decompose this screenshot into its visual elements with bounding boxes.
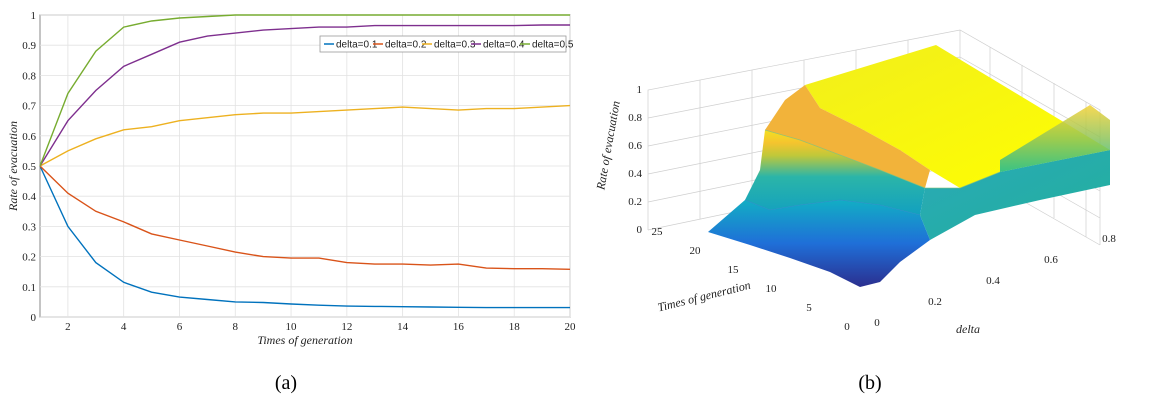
surface-valley bbox=[920, 150, 1110, 240]
surface-right-edge bbox=[1000, 105, 1110, 172]
z-tick-label: 0 bbox=[637, 224, 643, 236]
y-tick-label: 0.5 bbox=[22, 161, 36, 173]
surface-low-line bbox=[744, 199, 921, 216]
surface-front-low bbox=[708, 200, 930, 287]
x-tick-label: 16 bbox=[453, 321, 465, 333]
y-tick-label: 1 bbox=[31, 10, 37, 22]
series-line-1 bbox=[39, 165, 570, 309]
y-tick-label: 0.8 bbox=[22, 70, 36, 82]
y-axis-label-b: Times of generation bbox=[656, 278, 752, 315]
surface-back-slope bbox=[765, 85, 930, 188]
y-tick-label: 0.1 bbox=[22, 282, 36, 294]
x-tick-label: 10 bbox=[286, 321, 298, 333]
grid-a bbox=[40, 14, 571, 318]
surface-ridge-line bbox=[764, 129, 1001, 189]
legend: delta=0.1 delta=0.2 delta=0.3 delta=0.4 delt… bbox=[319, 35, 574, 53]
y-tick-label-b: 25 bbox=[652, 226, 664, 238]
series-line-3 bbox=[39, 104, 571, 167]
series-line-4 bbox=[39, 24, 570, 167]
legend-entry: delta=0.2 bbox=[385, 40, 427, 51]
x-axis-label-b: delta bbox=[956, 322, 980, 336]
legend-entry: delta=0.5 bbox=[532, 40, 574, 51]
x-tick-label: 14 bbox=[397, 321, 409, 333]
z-tick-label: 0.6 bbox=[628, 140, 642, 152]
x-tick-label-b: 0.8 bbox=[1102, 233, 1116, 245]
z-ticks-b: 0 0.2 0.4 0.6 0.8 1 bbox=[628, 84, 642, 236]
y-tick-label: 0 bbox=[31, 312, 37, 324]
y-tick-label-b: 20 bbox=[690, 245, 702, 257]
x-tick-label: 18 bbox=[509, 321, 521, 333]
series-lines-a bbox=[39, 14, 571, 309]
panel-label-a: (a) bbox=[275, 372, 297, 394]
surface-rising-wall bbox=[745, 130, 925, 215]
z-tick-label: 0.8 bbox=[628, 112, 642, 124]
z-tick-label: 1 bbox=[637, 84, 643, 96]
x-tick-label: 2 bbox=[65, 321, 71, 333]
x-axis-label-a: Times of generation bbox=[257, 333, 352, 347]
y-ticks-a: 0 0.1 0.2 0.3 0.4 0.5 0.6 0.7 0.8 0.9 1 bbox=[22, 10, 36, 324]
x-tick-label-b: 0 bbox=[874, 317, 880, 329]
legend-entry: delta=0.3 bbox=[434, 40, 476, 51]
x-ticks-b: 0 0.2 0.4 0.6 0.8 bbox=[874, 233, 1116, 329]
x-tick-label: 20 bbox=[565, 321, 577, 333]
x-tick-label: 12 bbox=[341, 321, 352, 333]
z-axis-label-b: Rate of evacuation bbox=[593, 100, 623, 192]
x-tick-label-b: 0.4 bbox=[986, 275, 1000, 287]
z-tick-label: 0.4 bbox=[628, 168, 642, 180]
y-tick-label-b: 0 bbox=[844, 321, 850, 333]
panel-label-b: (b) bbox=[858, 372, 881, 394]
y-tick-label-b: 10 bbox=[766, 283, 778, 295]
surface bbox=[708, 45, 1110, 287]
series-line-5 bbox=[39, 14, 570, 167]
y-tick-label: 0.2 bbox=[22, 252, 36, 264]
x-tick-label: 4 bbox=[121, 321, 127, 333]
y-tick-label: 0.4 bbox=[22, 191, 36, 203]
legend-entry: delta=0.1 bbox=[336, 40, 378, 51]
y-tick-label: 0.6 bbox=[22, 131, 36, 143]
y-ticks-b: 0 5 10 15 20 25 bbox=[652, 226, 851, 333]
y-tick-label: 0.3 bbox=[22, 221, 36, 233]
y-tick-label-b: 5 bbox=[806, 302, 812, 314]
legend-entry: delta=0.4 bbox=[483, 40, 525, 51]
x-tick-label-b: 0.6 bbox=[1044, 254, 1058, 266]
y-tick-label: 0.9 bbox=[22, 40, 36, 52]
legend-box bbox=[319, 35, 567, 53]
y-axis-label-a: Rate of evacuation bbox=[6, 121, 20, 212]
y-tick-label: 0.7 bbox=[22, 101, 36, 113]
y-tick-label-b: 15 bbox=[728, 264, 740, 276]
line-chart-panel: 0 0.1 0.2 0.3 0.4 0.5 0.6 0.7 0.8 0.9 1 2 4 6 8 10 12 14… bbox=[6, 10, 576, 394]
x-ticks-a: 2 4 6 8 10 12 14 16 18 20 bbox=[65, 321, 576, 333]
series-line-2 bbox=[39, 165, 571, 270]
x-tick-label: 8 bbox=[233, 321, 239, 333]
z-tick-label: 0.2 bbox=[628, 196, 642, 208]
x-tick-label-b: 0.2 bbox=[928, 296, 942, 308]
x-tick-label: 6 bbox=[177, 321, 183, 333]
